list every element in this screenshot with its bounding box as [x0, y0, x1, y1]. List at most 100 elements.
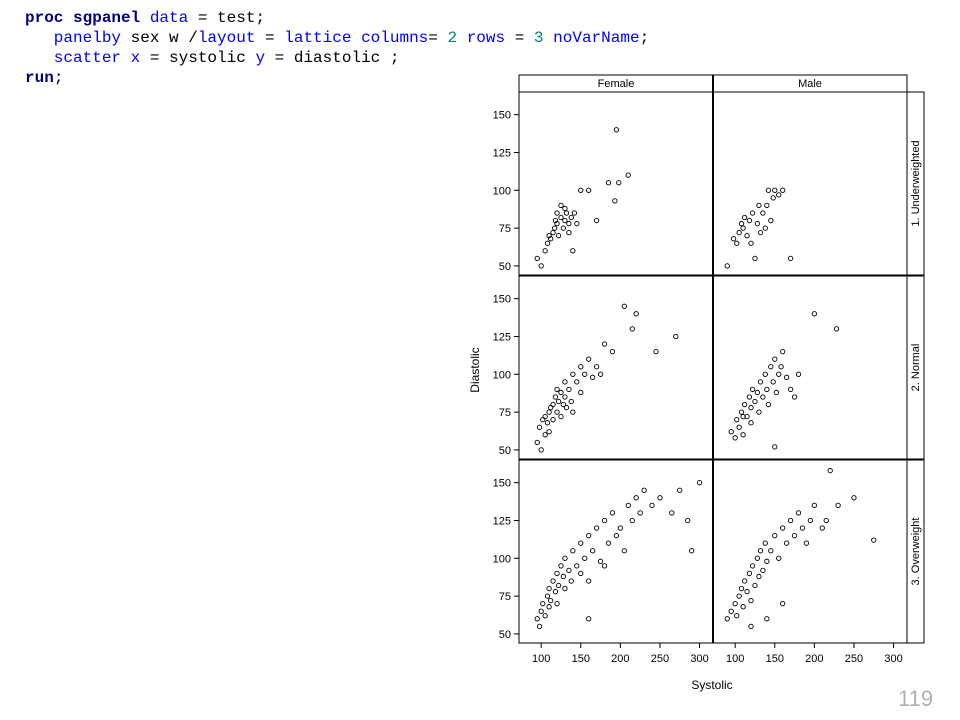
point [538, 263, 544, 269]
point [536, 623, 543, 630]
point [736, 593, 742, 599]
point [649, 502, 655, 509]
point [746, 570, 753, 577]
point [601, 517, 608, 524]
point [554, 409, 560, 415]
point [773, 389, 779, 396]
point [783, 540, 790, 546]
point [554, 386, 560, 393]
point [780, 187, 786, 193]
point [578, 389, 584, 396]
point [732, 601, 738, 607]
point [748, 420, 754, 426]
point [776, 371, 782, 377]
point [677, 487, 683, 493]
point [738, 585, 745, 592]
point [536, 424, 543, 430]
point [574, 563, 580, 569]
panel-frame [712, 459, 908, 644]
point [772, 356, 778, 362]
point [566, 230, 572, 236]
point [562, 555, 568, 561]
y-tick-label: 75 [499, 591, 511, 603]
point [542, 414, 548, 420]
point [550, 230, 556, 236]
point [597, 371, 604, 377]
column-header-label: Male [798, 78, 822, 90]
point [742, 214, 748, 221]
x-tick-label: 300 [884, 653, 902, 665]
point [764, 616, 770, 622]
code-token: scatter x [25, 49, 141, 67]
point [653, 348, 659, 355]
point [732, 435, 738, 441]
point [740, 225, 746, 231]
x-tick-label: 250 [845, 653, 863, 665]
point [760, 394, 766, 400]
point [833, 326, 840, 332]
point [734, 417, 740, 423]
point [621, 303, 627, 309]
point [795, 510, 802, 516]
point [540, 417, 546, 423]
point [562, 217, 568, 224]
y-tick-label: 50 [499, 261, 511, 273]
point [548, 236, 554, 242]
code-token: noVarName [553, 29, 640, 47]
point [589, 548, 596, 554]
point [783, 374, 790, 380]
point [762, 371, 768, 377]
point [629, 517, 635, 524]
point [550, 578, 556, 584]
panel-frame [712, 275, 908, 460]
point [560, 401, 566, 408]
code-token: = systolic [140, 49, 256, 67]
point [625, 502, 631, 509]
point [778, 364, 784, 370]
point [560, 573, 566, 580]
point [724, 263, 730, 269]
point [851, 495, 857, 501]
point [728, 608, 734, 614]
y-tick-label: 50 [499, 445, 511, 457]
point [562, 394, 568, 400]
y-tick-label: 50 [499, 629, 511, 641]
point [685, 517, 691, 524]
point [756, 202, 762, 209]
point [637, 510, 643, 516]
point [558, 563, 564, 569]
point [563, 404, 570, 411]
point [601, 563, 608, 569]
point [738, 220, 745, 227]
point [770, 379, 776, 385]
point [555, 233, 562, 239]
y-tick-label: 75 [499, 407, 511, 419]
point [534, 255, 540, 262]
point [562, 205, 568, 212]
point [560, 225, 566, 231]
point [554, 220, 560, 227]
point [552, 394, 559, 400]
point [736, 424, 742, 430]
code-token: data [149, 9, 189, 27]
code-token: = [255, 29, 285, 47]
point [740, 432, 746, 438]
point [787, 255, 794, 262]
point [609, 348, 616, 355]
page-number: 119 [898, 686, 934, 711]
point [787, 386, 794, 393]
point [605, 540, 612, 546]
point [589, 374, 596, 380]
panel-frame [518, 91, 714, 276]
point [760, 567, 766, 574]
point [621, 548, 627, 554]
point [772, 187, 778, 193]
point [657, 495, 663, 501]
point [765, 401, 772, 408]
point [757, 230, 764, 236]
point [593, 525, 600, 531]
point [799, 525, 806, 531]
point [752, 255, 758, 262]
point [756, 573, 762, 580]
